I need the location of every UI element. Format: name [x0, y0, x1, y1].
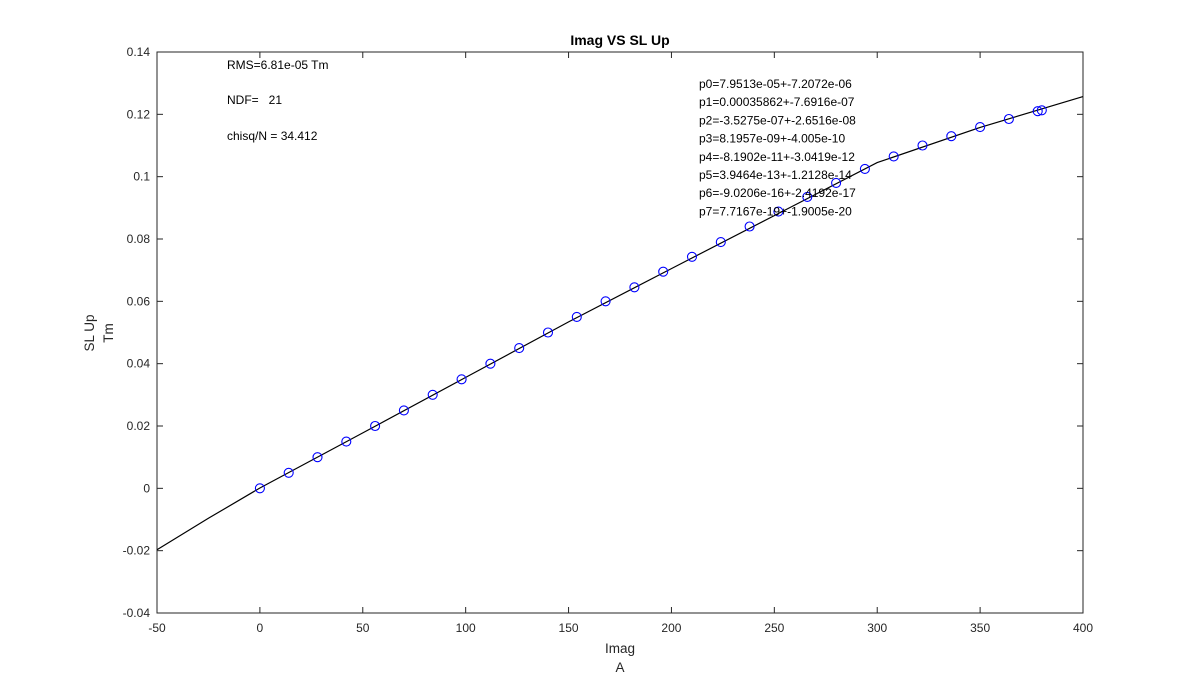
fit-param-5: p5=3.9464e-13+-1.2128e-14 [699, 168, 852, 182]
data-point [398, 405, 409, 416]
data-point [254, 483, 265, 494]
y-axis-unit: Tm [101, 323, 116, 343]
x-tick-label: 0 [257, 621, 264, 635]
rms-label: RMS=6.81e-05 Tm [227, 58, 329, 72]
x-tick-label: 400 [1073, 621, 1093, 635]
chart-title: Imag VS SL Up [570, 32, 669, 48]
chisq-label: chisq/N = 34.412 [227, 129, 318, 143]
data-point [312, 452, 323, 463]
data-point [514, 343, 525, 354]
data-point [744, 221, 755, 232]
x-tick-label: 150 [559, 621, 579, 635]
x-axis-unit: A [615, 660, 624, 675]
data-point [629, 282, 640, 293]
fit-parameters-annotation: p0=7.9513e-05+-7.2072e-06 p1=0.00035862+-… [699, 77, 856, 218]
fit-param-2: p2=-3.5275e-07+-2.6516e-08 [699, 113, 856, 127]
x-tick-label: 300 [867, 621, 887, 635]
data-point [975, 122, 986, 133]
data-point [831, 177, 842, 188]
data-point [859, 163, 870, 174]
data-point [1036, 105, 1047, 116]
fit-stats-annotation: RMS=6.81e-05 Tm NDF= 21 chisq/N = 34.412 [227, 58, 329, 143]
y-tick-label: 0.04 [127, 357, 151, 371]
fit-param-1: p1=0.00035862+-7.6916e-07 [699, 95, 855, 109]
y-tick-label: 0.12 [127, 107, 151, 121]
y-tick-label: 0.14 [127, 45, 151, 59]
x-tick-label: 50 [356, 621, 370, 635]
fit-param-4: p4=-8.1902e-11+-3.0419e-12 [699, 150, 855, 164]
data-point [715, 237, 726, 248]
x-tick-label: -50 [148, 621, 166, 635]
data-point [427, 389, 438, 400]
data-point [571, 311, 582, 322]
y-tick-label: 0.02 [127, 419, 151, 433]
x-axis-title: Imag [605, 641, 635, 656]
y-tick-label: 0 [143, 481, 150, 495]
data-point [1032, 106, 1043, 117]
data-point [802, 191, 813, 202]
data-point [456, 374, 467, 385]
data-point [485, 358, 496, 369]
x-tick-label: 250 [764, 621, 784, 635]
y-tick-label: -0.02 [123, 544, 151, 558]
data-point [773, 206, 784, 217]
data-point [283, 467, 294, 478]
fit-curve [156, 96, 1084, 551]
data-point [341, 436, 352, 447]
data-point [946, 131, 957, 142]
fit-param-3: p3=8.1957e-09+-4.005e-10 [699, 132, 845, 146]
y-axis-title: SL Up [82, 314, 97, 351]
fit-param-7: p7=7.7167e-19+-1.9005e-20 [699, 204, 852, 218]
data-point [658, 266, 669, 277]
data-point [542, 327, 554, 338]
x-tick-label: 350 [970, 621, 990, 635]
y-tick-label: 0.06 [127, 294, 151, 308]
axis-ticks: -50 0 50 100 150 200 250 300 350 400 -0.04 -0.02 0 0.… [123, 45, 1094, 635]
ndf-label: NDF= 21 [227, 93, 282, 107]
data-point [888, 151, 899, 162]
data-point [917, 140, 928, 151]
data-markers-layer [254, 105, 1047, 494]
x-tick-label: 200 [661, 621, 681, 635]
data-point [1003, 113, 1014, 125]
y-tick-label: 0.08 [127, 232, 151, 246]
y-tick-label: -0.04 [123, 606, 151, 620]
fit-curve-layer [156, 96, 1084, 551]
fit-param-0: p0=7.9513e-05+-7.2072e-06 [699, 77, 852, 91]
fit-param-6: p6=-9.0206e-16+-2.4192e-17 [699, 186, 856, 200]
data-point [370, 420, 381, 432]
data-point [686, 251, 698, 262]
data-point [600, 296, 611, 307]
y-tick-label: 0.1 [133, 170, 150, 184]
x-tick-label: 100 [456, 621, 476, 635]
